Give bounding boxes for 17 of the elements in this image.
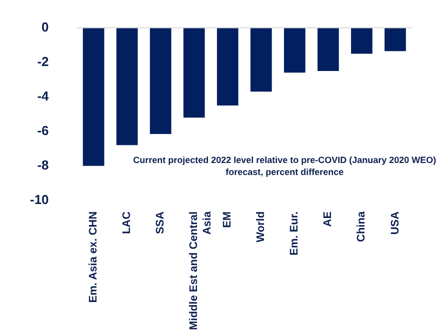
x-tick-label: LAC [121, 211, 134, 234]
y-tick-label: -4 [37, 88, 50, 104]
y-tick-label: -6 [37, 122, 49, 138]
x-tick-label: China [356, 210, 368, 242]
x-tick-label: World [255, 211, 268, 242]
x-tick-label: SSA [154, 211, 167, 234]
x-tick-label: USA [389, 211, 402, 235]
x-tick-label: EM [222, 211, 234, 228]
y-tick-label: -10 [30, 192, 49, 208]
x-tick-label: Em. Asia ex. CHN [88, 211, 100, 303]
x-tick-label: Em. Eur. [288, 211, 301, 256]
y-tick-label: 0 [42, 19, 49, 34]
x-tick-label: AE [322, 211, 334, 227]
y-tick-label: -8 [37, 157, 49, 172]
annotation: Current projected 2022 level relative to pre-COVID (January 2020 WEO) forecast, percent difference [133, 154, 436, 177]
y-tick-label: -2 [37, 54, 49, 69]
x-tick-label: Middle Est and Central Asia [188, 210, 214, 330]
